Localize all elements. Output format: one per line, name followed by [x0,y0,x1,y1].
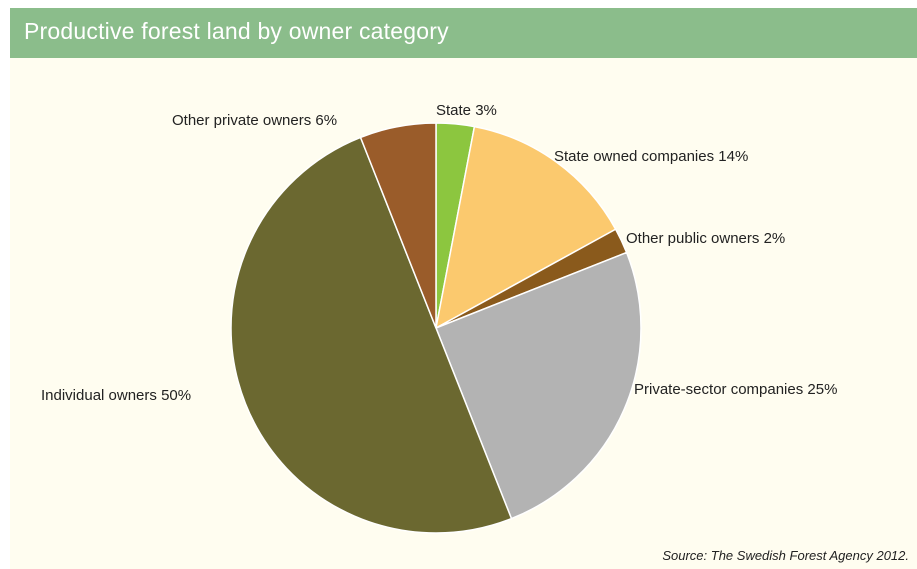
pie-slice-state-owned-companies [434,125,617,330]
slice-label-individual-owners: Individual owners 50% [41,387,192,404]
chart-panel: Productive forest land by owner category… [10,8,917,569]
slice-label-other-private-owners: Other private owners 6% [172,112,338,129]
chart-header: Productive forest land by owner category [10,8,917,58]
slice-label-state-owned-companies: State owned companies 14% [554,148,749,165]
slice-label-private-sector-companies: Private-sector companies 25% [634,381,838,398]
pie-slice-individual-owners [230,136,513,534]
pie-chart [230,122,642,534]
slice-label-state: State 3% [436,102,497,119]
pie-slice-private-sector-companies [435,251,642,520]
slice-label-other-public-owners: Other public owners 2% [626,230,786,247]
pie-slice-other-private-owners [359,122,437,329]
source-note: Source: The Swedish Forest Agency 2012. [662,548,909,563]
chart-title: Productive forest land by owner category [24,18,449,44]
